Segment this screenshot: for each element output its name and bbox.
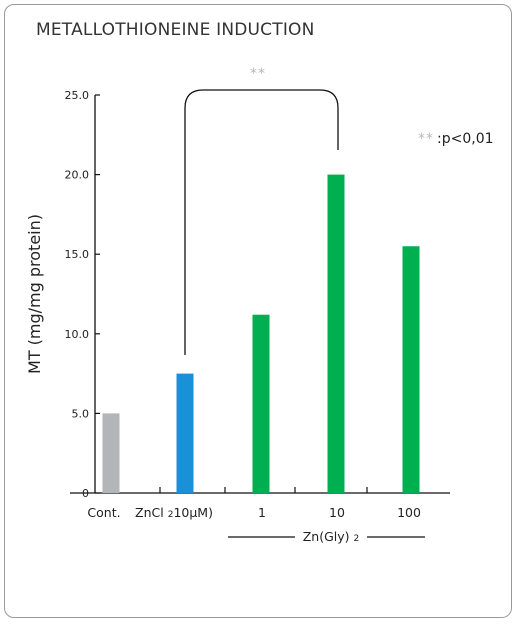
x-tick-label-1: 1: [258, 505, 266, 520]
chart-title: METALLOTHIONEINE INDUCTION: [36, 20, 315, 40]
bar: [102, 413, 120, 493]
group-label: Zn(Gly) 2: [303, 529, 360, 544]
bar: [252, 314, 270, 493]
y-tick-label: 10.0: [65, 328, 90, 341]
x-tick-labels: Cont. ZnCl 210μM) 1 10 100: [87, 505, 421, 520]
significance-legend: ** :p<0,01: [418, 131, 494, 147]
y-tick-label: 20.0: [65, 169, 90, 182]
y-tick-label: 0: [82, 487, 89, 500]
bar: [402, 246, 420, 493]
significance-bracket: **: [184, 66, 339, 355]
zn-gly-group: Zn(Gly) 2: [228, 529, 425, 544]
legend-text: :p<0,01: [437, 131, 494, 147]
significance-marker: **: [250, 66, 266, 82]
x-tick-label-cont: Cont.: [87, 505, 120, 520]
y-tick-label: 5.0: [72, 407, 90, 420]
bracket-line: [184, 89, 339, 355]
y-tick-label: 15.0: [65, 248, 90, 261]
bar: [176, 373, 194, 493]
x-tick-label-10: 10: [329, 505, 345, 520]
legend-marker: **: [418, 131, 434, 147]
chart-panel: [4, 4, 512, 618]
y-ticks: 25.0 20.0 15.0 10.0 5.0 0: [65, 89, 100, 500]
y-tick-label: 25.0: [65, 89, 90, 102]
x-ticks: [159, 487, 368, 493]
bars: [102, 174, 420, 493]
bar: [327, 174, 345, 493]
x-tick-label-zncl2: ZnCl 210μM): [135, 505, 213, 520]
y-axis-label: MT (mg/mg protein): [25, 214, 44, 374]
x-tick-label-100: 100: [397, 505, 421, 520]
